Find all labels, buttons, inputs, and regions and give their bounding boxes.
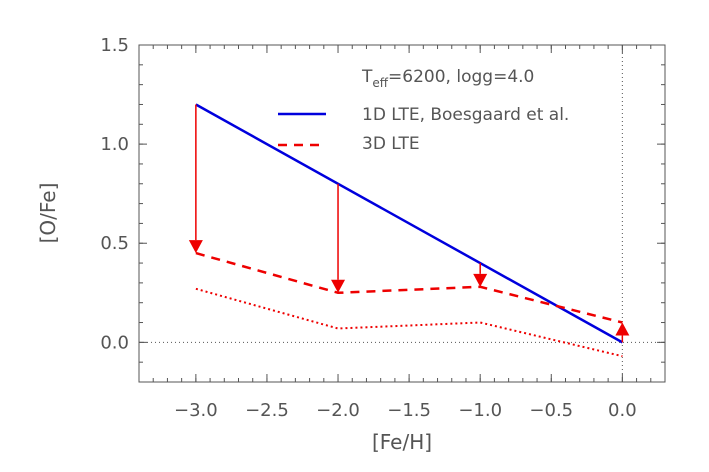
arrow-head-3 bbox=[615, 322, 630, 336]
x-tick-label-2: −2.0 bbox=[316, 400, 360, 421]
annotation-teff-rest: =6200, logg=4.0 bbox=[388, 67, 534, 87]
y-tick-label-0: 0.0 bbox=[100, 332, 129, 353]
arrow-head-1 bbox=[331, 279, 346, 293]
series-line-dotted-2 bbox=[195, 287, 623, 358]
legend-label-1d-lte: 1D LTE, Boesgaard et al. bbox=[362, 105, 569, 125]
legend: 1D LTE, Boesgaard et al. 3D LTE bbox=[278, 105, 569, 154]
y-tick-label-1: 1.0 bbox=[100, 134, 129, 155]
label-layer: [Fe/H] [O/Fe] Teff=6200, logg=4.0 bbox=[36, 67, 534, 454]
series-line-3d-lte bbox=[195, 251, 623, 324]
reference-lines bbox=[139, 45, 665, 382]
x-tick-label-3: −3.0 bbox=[174, 400, 218, 421]
x-tick-label-1-5: −1.5 bbox=[387, 400, 431, 421]
x-tick-label-0-5: −0.5 bbox=[529, 400, 573, 421]
legend-label-3d-lte: 3D LTE bbox=[362, 134, 420, 154]
arrow-head-2 bbox=[473, 273, 488, 287]
series-line-1d-lte-boesgaard-et-al bbox=[195, 103, 624, 344]
series-layer bbox=[195, 103, 624, 358]
annotation-teff-symbol: T bbox=[361, 67, 373, 87]
x-tick-label-1: −1.0 bbox=[458, 400, 502, 421]
annotation-teff-subscript: eff bbox=[372, 76, 388, 90]
x-axis-label: [Fe/H] bbox=[372, 430, 432, 454]
arrow-head-0 bbox=[188, 240, 203, 254]
y-tick-label-1-5: 1.5 bbox=[100, 35, 129, 56]
y-tick-label-0-5: 0.5 bbox=[100, 233, 129, 254]
x-tick-label-0: 0.0 bbox=[608, 400, 637, 421]
arrow-layer bbox=[188, 104, 630, 343]
plot-frame bbox=[138, 44, 666, 383]
x-tick-label-2-5: −2.5 bbox=[245, 400, 289, 421]
tick-layer: −3.0 −2.5 −2.0 −1.5 −1.0 −0.5 0.0 0.0 0.5 1.0 1.5 bbox=[100, 35, 666, 421]
annotation-teff: Teff=6200, logg=4.0 bbox=[361, 67, 534, 90]
y-axis-label: [O/Fe] bbox=[36, 183, 60, 244]
